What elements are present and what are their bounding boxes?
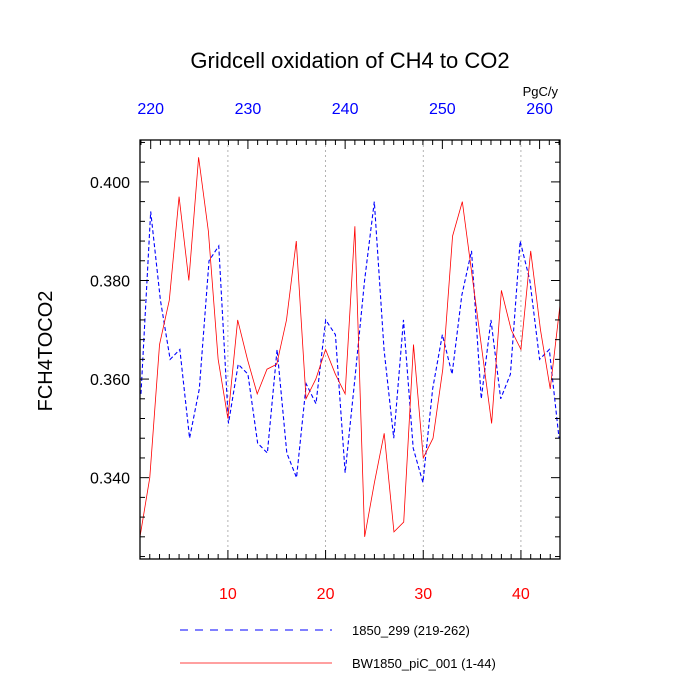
bottom-tick-label: 30 <box>414 586 432 603</box>
y-tick-label: 0.380 <box>90 273 130 290</box>
label-layer: 0.340 0.360 0.380 0.400 10 20 30 40 220 230 240 250… <box>90 101 553 603</box>
legend-label: 1850_299 (219-262) <box>352 623 470 638</box>
tick-layer <box>139 140 561 559</box>
series-line-1850-299 <box>140 201 560 483</box>
plot-frame <box>139 139 561 560</box>
top-tick-label: 230 <box>235 101 262 118</box>
top-tick-label: 220 <box>137 101 164 118</box>
y-tick-label: 0.360 <box>90 372 130 389</box>
series-line-bw1850-pic-001 <box>139 157 561 537</box>
units-label: PgC/y <box>523 84 559 99</box>
top-tick-label: 250 <box>429 101 456 118</box>
legend: 1850_299 (219-262) BW1850_piC_001 (1-44) <box>180 623 496 671</box>
legend-label: BW1850_piC_001 (1-44) <box>352 656 496 671</box>
top-tick-label: 260 <box>526 101 553 118</box>
y-axis-label: FCH4TOCO2 <box>35 291 57 412</box>
top-tick-label: 240 <box>332 101 359 118</box>
bottom-tick-label: 20 <box>317 586 335 603</box>
bottom-tick-label: 10 <box>219 586 237 603</box>
y-tick-label: 0.340 <box>90 471 130 488</box>
bottom-tick-label: 40 <box>512 586 530 603</box>
series-layer <box>139 157 561 537</box>
y-tick-label: 0.400 <box>90 175 130 192</box>
chart-title: Gridcell oxidation of CH4 to CO2 <box>190 48 509 73</box>
